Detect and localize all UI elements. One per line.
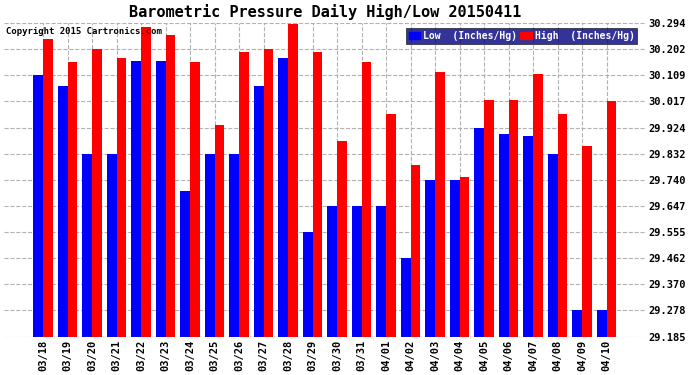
- Bar: [68, 62, 77, 337]
- Bar: [180, 191, 190, 337]
- Bar: [141, 27, 151, 337]
- Bar: [523, 136, 533, 337]
- Bar: [288, 24, 298, 337]
- Bar: [533, 74, 543, 337]
- Text: Copyright 2015 Cartronics.com: Copyright 2015 Cartronics.com: [6, 27, 162, 36]
- Bar: [239, 52, 249, 337]
- Bar: [190, 62, 200, 337]
- Bar: [607, 101, 616, 337]
- Bar: [303, 232, 313, 337]
- Bar: [401, 258, 411, 337]
- Bar: [425, 180, 435, 337]
- Bar: [386, 114, 396, 337]
- Bar: [82, 154, 92, 337]
- Bar: [435, 72, 445, 337]
- Bar: [33, 75, 43, 337]
- Bar: [352, 206, 362, 337]
- Legend: Low  (Inches/Hg), High  (Inches/Hg): Low (Inches/Hg), High (Inches/Hg): [406, 28, 638, 44]
- Title: Barometric Pressure Daily High/Low 20150411: Barometric Pressure Daily High/Low 20150…: [128, 4, 521, 20]
- Bar: [117, 58, 126, 337]
- Bar: [509, 100, 518, 337]
- Bar: [43, 39, 53, 337]
- Bar: [460, 177, 469, 337]
- Bar: [582, 146, 592, 337]
- Bar: [411, 165, 420, 337]
- Bar: [254, 86, 264, 337]
- Bar: [215, 125, 224, 337]
- Bar: [58, 86, 68, 337]
- Bar: [327, 206, 337, 337]
- Bar: [376, 206, 386, 337]
- Bar: [278, 58, 288, 337]
- Bar: [156, 61, 166, 337]
- Bar: [558, 114, 567, 337]
- Bar: [362, 62, 371, 337]
- Bar: [92, 49, 102, 337]
- Bar: [107, 154, 117, 337]
- Bar: [205, 154, 215, 337]
- Bar: [264, 49, 273, 337]
- Bar: [166, 35, 175, 337]
- Bar: [548, 154, 558, 337]
- Bar: [313, 52, 322, 337]
- Bar: [131, 61, 141, 337]
- Bar: [597, 310, 607, 337]
- Bar: [474, 128, 484, 337]
- Bar: [337, 141, 347, 337]
- Bar: [484, 100, 494, 337]
- Bar: [572, 310, 582, 337]
- Bar: [229, 154, 239, 337]
- Bar: [499, 134, 509, 337]
- Bar: [450, 180, 460, 337]
